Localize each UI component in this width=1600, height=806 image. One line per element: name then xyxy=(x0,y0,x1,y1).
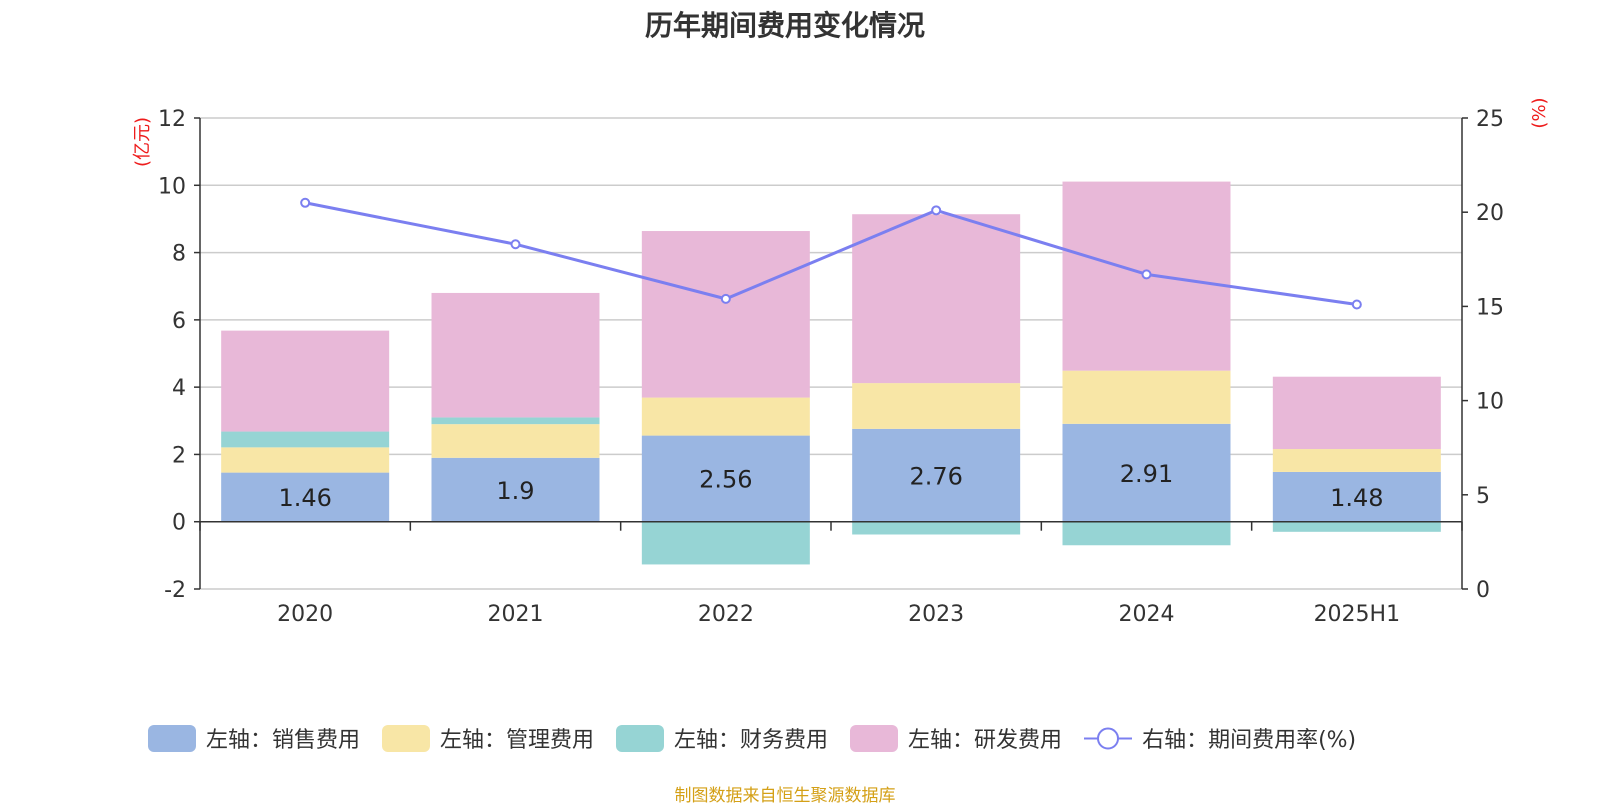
right-tick-label: 0 xyxy=(1476,578,1490,603)
source-note: 制图数据来自恒生聚源数据库 xyxy=(674,786,896,806)
bar-admin-2023 xyxy=(852,383,1021,429)
rate-point-2022 xyxy=(720,293,731,304)
right-tick-label: 10 xyxy=(1476,390,1504,415)
legend-item-finance[interactable]: 左轴：财务费用 xyxy=(616,722,828,754)
x-tick-label-2025H1: 2025H1 xyxy=(1314,602,1401,627)
legend-label-admin: 左轴：管理费用 xyxy=(440,728,595,753)
legend: 左轴：销售费用 左轴：管理费用 左轴：财务费用 左轴：研发费用 右轴：期间费用率… xyxy=(148,722,1378,754)
legend-item-rate[interactable]: 右轴：期间费用率(%) xyxy=(1084,722,1356,754)
bar-sales-2020 xyxy=(221,472,390,522)
legend-item-rd[interactable]: 左轴：研发费用 xyxy=(850,722,1062,754)
data-label-sales-2020: 1.46 xyxy=(278,484,331,512)
bar-admin-2020 xyxy=(221,447,390,473)
legend-swatch-finance xyxy=(616,724,665,752)
x-tick-label-2023: 2023 xyxy=(908,602,964,627)
bar-rd-2022 xyxy=(641,231,810,398)
bar-finance-2020 xyxy=(221,431,390,448)
bar-finance-2021 xyxy=(431,417,600,425)
rate-line xyxy=(304,201,1358,307)
bar-admin-2021 xyxy=(431,424,600,458)
rate-point-2024 xyxy=(1141,269,1152,280)
bar-rd-2020 xyxy=(221,330,390,432)
rate-point-2021 xyxy=(510,239,521,250)
bar-rd-2023 xyxy=(852,214,1021,384)
left-tick-label: 2 xyxy=(172,443,186,468)
data-label-sales-2022: 2.56 xyxy=(699,466,752,494)
left-tick-label: 0 xyxy=(172,511,186,536)
bar-finance-2024 xyxy=(1062,521,1231,546)
bar-admin-2024 xyxy=(1062,370,1231,424)
left-tick-label: 8 xyxy=(172,242,186,267)
x-tick-label-2022: 2022 xyxy=(698,602,754,627)
rate-point-2025H1 xyxy=(1351,299,1362,310)
right-tick-label: 25 xyxy=(1476,107,1504,132)
bar-finance-2022 xyxy=(641,521,810,565)
left-tick-label: 4 xyxy=(172,376,186,401)
data-label-sales-2025H1: 1.48 xyxy=(1330,484,1383,512)
legend-swatch-admin xyxy=(382,724,431,752)
bar-admin-2022 xyxy=(641,397,810,436)
bar-finance-2025H1 xyxy=(1272,521,1441,532)
legend-label-rd: 左轴：研发费用 xyxy=(908,728,1063,753)
bar-sales-2023 xyxy=(852,428,1021,522)
legend-label-finance: 左轴：财务费用 xyxy=(674,728,829,753)
bar-finance-2023 xyxy=(852,521,1021,535)
chart-title: 历年期间费用变化情况 xyxy=(644,9,925,42)
bar-admin-2025H1 xyxy=(1272,449,1441,472)
left-tick-label: 12 xyxy=(158,107,186,132)
legend-label-sales: 左轴：销售费用 xyxy=(206,728,361,753)
x-tick-label-2020: 2020 xyxy=(277,602,333,627)
rate-point-2023 xyxy=(931,205,942,216)
left-axis-unit: (亿元) xyxy=(132,117,153,167)
right-tick-label: 15 xyxy=(1476,295,1504,320)
left-tick-label: 10 xyxy=(158,174,186,199)
data-label-sales-2021: 1.9 xyxy=(496,477,534,505)
legend-label-rate: 右轴：期间费用率(%) xyxy=(1142,728,1357,753)
legend-line-icon xyxy=(1084,727,1133,749)
rate-point-2020 xyxy=(300,197,311,208)
legend-item-sales[interactable]: 左轴：销售费用 xyxy=(148,722,360,754)
legend-swatch-sales xyxy=(148,724,196,752)
right-tick-label: 5 xyxy=(1476,484,1490,509)
x-tick-label-2024: 2024 xyxy=(1119,602,1175,627)
bar-rd-2021 xyxy=(431,292,600,418)
x-tick-label-2021: 2021 xyxy=(488,602,544,627)
bar-sales-2024 xyxy=(1062,423,1231,522)
left-tick-label: 6 xyxy=(172,309,186,334)
left-tick-label: -2 xyxy=(164,578,186,603)
right-axis-unit: (%) xyxy=(1529,97,1550,128)
bar-sales-2021 xyxy=(431,457,600,522)
right-tick-label: 20 xyxy=(1476,201,1504,226)
legend-swatch-rd xyxy=(850,724,899,752)
legend-item-admin[interactable]: 左轴：管理费用 xyxy=(382,722,594,754)
bar-rd-2025H1 xyxy=(1272,376,1441,450)
data-label-sales-2023: 2.76 xyxy=(909,462,962,490)
bar-sales-2022 xyxy=(641,435,810,522)
bar-sales-2025H1 xyxy=(1272,471,1441,522)
data-label-sales-2024: 2.91 xyxy=(1120,460,1173,488)
